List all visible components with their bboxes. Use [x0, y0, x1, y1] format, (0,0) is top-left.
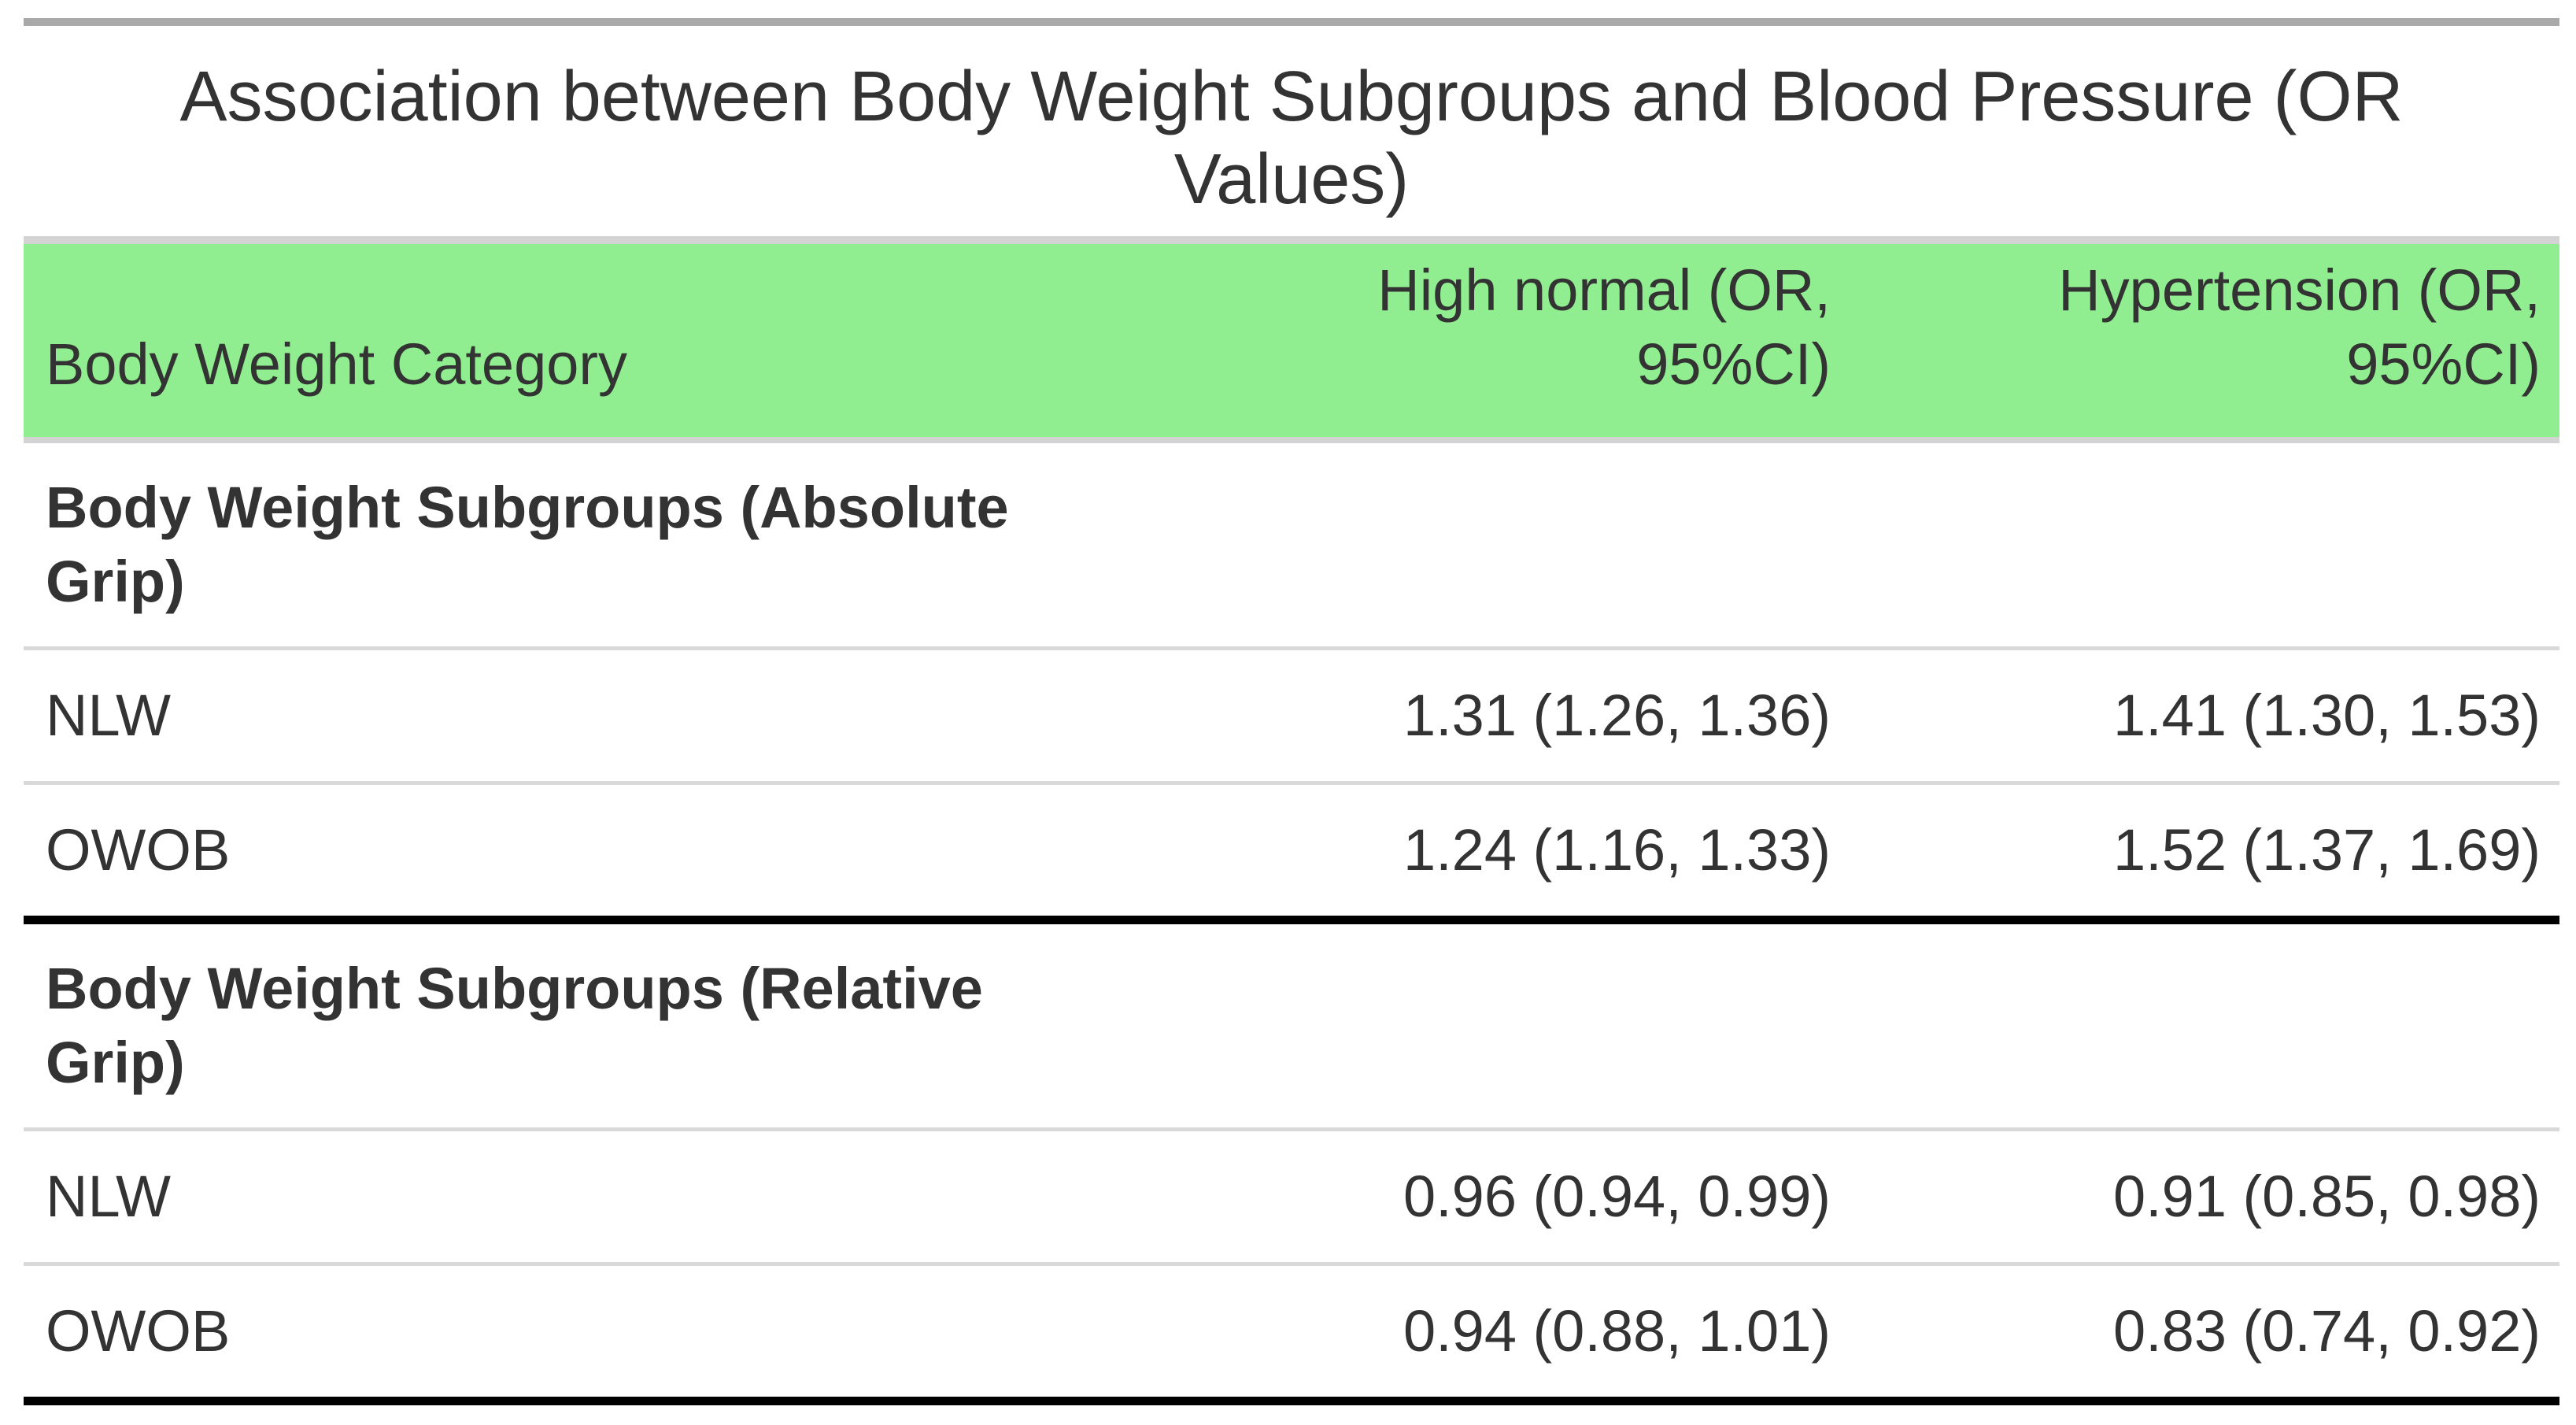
column-header-body-weight-category: Body Weight Category	[24, 328, 1181, 437]
column-header-label: High normal (OR, 95%CI)	[1377, 257, 1831, 397]
section-header-row-absolute-grip: Body Weight Subgroups (Absolute Grip)	[24, 443, 2559, 650]
chart-title-text: Association between Body Weight Subgroup…	[179, 57, 2404, 219]
high-normal-value-cell: 1.31 (1.26, 1.36)	[1403, 683, 1831, 748]
section-header-row-relative-grip: Body Weight Subgroups (Relative Grip)	[24, 924, 2559, 1131]
high-normal-value-cell: 1.24 (1.16, 1.33)	[1403, 817, 1831, 883]
chart-title: Association between Body Weight Subgroup…	[24, 26, 2559, 236]
category-cell: OWOB	[46, 817, 231, 883]
section-header-label: Body Weight Subgroups (Absolute Grip)	[46, 475, 1009, 614]
category-cell: NLW	[46, 1164, 171, 1229]
table-header-row: Body Weight Category High normal (OR, 95…	[24, 236, 2559, 443]
column-header-label: Body Weight Category	[46, 331, 628, 397]
data-row-owob-absolute: OWOB 1.24 (1.16, 1.33) 1.52 (1.37, 1.69)	[24, 785, 2559, 924]
visual-top-border	[24, 18, 2559, 26]
table-visual: Association between Body Weight Subgroup…	[24, 18, 2559, 1405]
data-row-owob-relative: OWOB 0.94 (0.88, 1.01) 0.83 (0.74, 0.92)	[24, 1266, 2559, 1405]
hypertension-value-cell: 1.52 (1.37, 1.69)	[2112, 817, 2541, 883]
hypertension-value-cell: 0.91 (0.85, 0.98)	[2112, 1164, 2541, 1229]
data-row-nlw-absolute: NLW 1.31 (1.26, 1.36) 1.41 (1.30, 1.53)	[24, 650, 2559, 785]
section-header-cell: Body Weight Subgroups (Absolute Grip)	[24, 471, 1181, 619]
high-normal-value-cell: 0.94 (0.88, 1.01)	[1403, 1298, 1831, 1364]
column-header-high-normal: High normal (OR, 95%CI)	[1181, 254, 1850, 437]
section-header-label: Body Weight Subgroups (Relative Grip)	[46, 956, 983, 1095]
category-cell: OWOB	[46, 1298, 231, 1364]
high-normal-value-cell: 0.96 (0.94, 0.99)	[1403, 1164, 1831, 1229]
section-header-cell: Body Weight Subgroups (Relative Grip)	[24, 952, 1181, 1100]
column-header-label: Hypertension (OR, 95%CI)	[2058, 257, 2541, 397]
category-cell: NLW	[46, 683, 171, 748]
data-row-nlw-relative: NLW 0.96 (0.94, 0.99) 0.91 (0.85, 0.98)	[24, 1131, 2559, 1266]
column-header-hypertension: Hypertension (OR, 95%CI)	[1850, 254, 2559, 437]
hypertension-value-cell: 1.41 (1.30, 1.53)	[2112, 683, 2541, 748]
hypertension-value-cell: 0.83 (0.74, 0.92)	[2112, 1298, 2541, 1364]
